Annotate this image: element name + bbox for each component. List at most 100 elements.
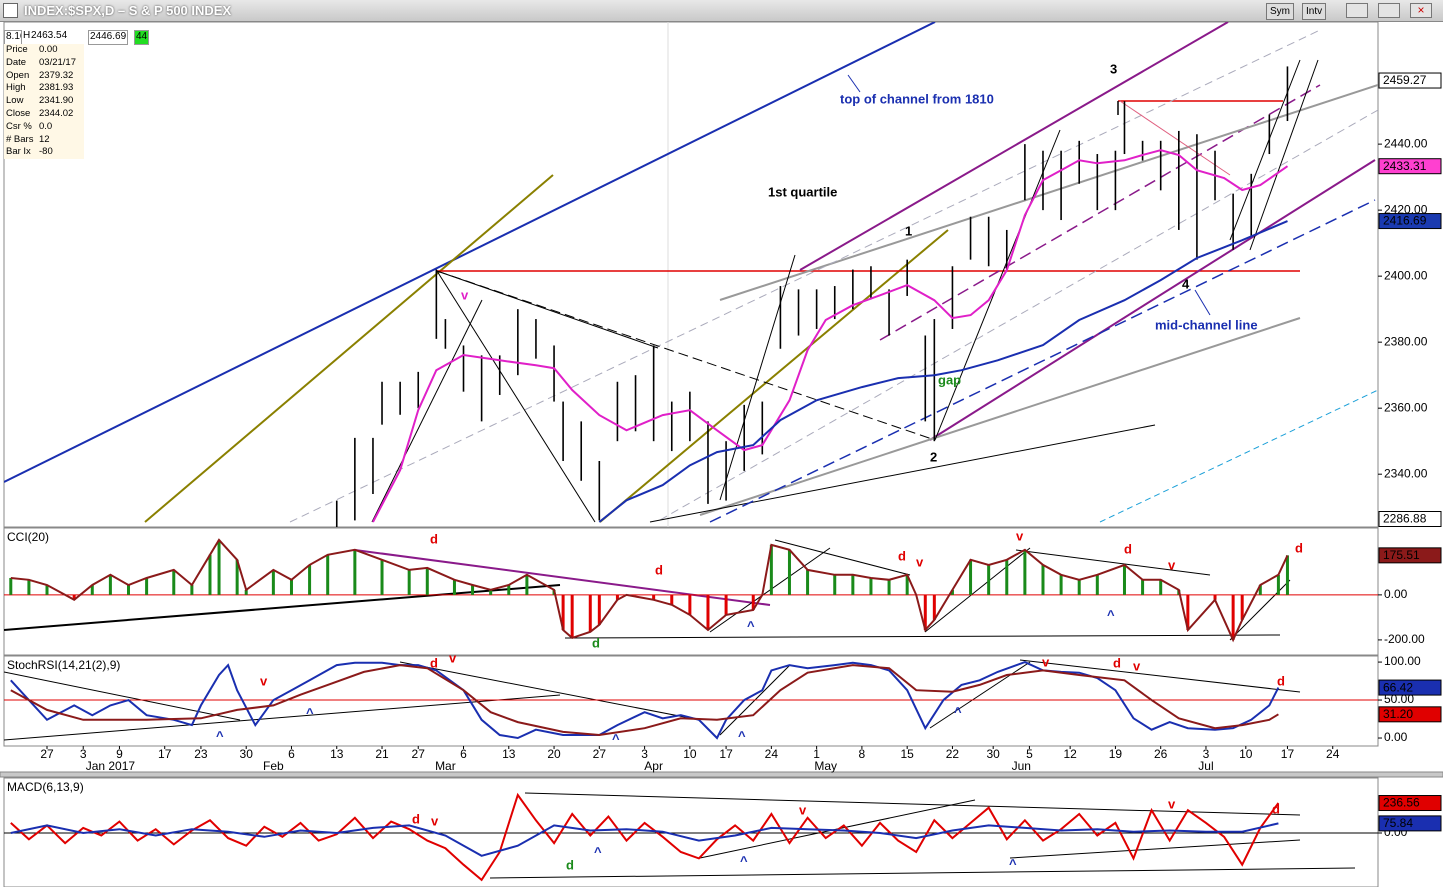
axis-value-label: 175.51: [1383, 548, 1420, 562]
info-value: 12: [39, 133, 50, 145]
cci-bar: [987, 564, 991, 595]
annotation: ^: [612, 731, 620, 746]
x-tick-label: 5: [1026, 747, 1033, 761]
annotation: 2: [930, 449, 937, 464]
axis-value-label: 66.42: [1383, 680, 1413, 694]
x-tick-label: 13: [330, 747, 344, 761]
cci-bar: [452, 579, 456, 595]
intv-button[interactable]: Intv: [1302, 3, 1327, 20]
x-tick-label: 21: [375, 747, 389, 761]
x-tick-label: 30: [240, 747, 254, 761]
annotation: v: [1168, 557, 1176, 572]
annotation: d: [898, 548, 906, 563]
annotation: top of channel from 1810: [840, 91, 994, 106]
x-tick-label: 6: [288, 747, 295, 761]
annotation: ^: [306, 705, 314, 720]
annotation: ^: [594, 844, 602, 859]
app-icon: [3, 3, 18, 18]
info-row: Open 2379.32: [6, 70, 84, 83]
cci-bar: [9, 577, 13, 595]
cci-bar: [126, 584, 130, 595]
cci-bar: [1213, 594, 1217, 600]
x-tick-label: 17: [719, 747, 733, 761]
info-label: High: [6, 82, 26, 94]
y-tick-label: 2340.00: [1384, 466, 1428, 480]
cci-bar: [597, 594, 601, 625]
series-line: [10, 792, 1280, 882]
annotation: v: [1016, 528, 1024, 543]
y-tick-label: -200.00: [1384, 632, 1425, 646]
info-row: Low 2341.90: [6, 95, 84, 108]
axis-value-label: 2286.88: [1383, 512, 1427, 526]
annotation: d: [566, 857, 574, 872]
y-tick-label: 2360.00: [1384, 400, 1428, 414]
series-line: [372, 149, 1289, 523]
y-tick-label: 50.00: [1384, 692, 1414, 706]
info-label: # Bars: [6, 133, 34, 145]
x-tick-label: 3: [80, 747, 87, 761]
cci-bar: [380, 559, 384, 595]
annotation: 4: [1182, 276, 1190, 291]
month-label: Apr: [644, 759, 663, 773]
y-tick-label: 100.00: [1384, 654, 1421, 668]
annotation: ^: [747, 618, 755, 633]
annotation: d: [1277, 673, 1285, 688]
x-tick-label: 3: [1203, 747, 1210, 761]
cci-bar: [1186, 594, 1190, 631]
month-label: Jan 2017: [86, 759, 136, 773]
info-header: 2463.54: [31, 30, 68, 41]
cci-bar: [27, 579, 31, 595]
cci-bar: [1095, 574, 1099, 595]
cci-bar: [869, 577, 873, 595]
month-label: Jun: [1012, 759, 1031, 773]
info-row: # Bars 12: [6, 134, 84, 147]
sym-button[interactable]: Sym: [1266, 3, 1294, 20]
x-tick-label: 20: [547, 747, 561, 761]
annotation: d: [430, 531, 438, 546]
x-tick-label: 26: [1154, 747, 1168, 761]
maximize-button[interactable]: [1378, 3, 1400, 18]
annotation: d: [430, 655, 438, 670]
x-tick-label: 10: [1239, 747, 1253, 761]
x-tick-label: 13: [502, 747, 516, 761]
axis-value-box: [1378, 547, 1442, 564]
annotation: ^: [1107, 607, 1115, 622]
info-label: Bar Ix: [6, 146, 31, 158]
info-row: Close 2344.02: [6, 108, 84, 121]
minimize-button[interactable]: [1346, 3, 1368, 18]
info-label: Close: [6, 107, 31, 119]
cci-bar: [407, 569, 411, 595]
axis-value-label: 31.20: [1383, 707, 1413, 721]
info-header: 8.16: [4, 30, 22, 45]
cci-bar: [851, 574, 855, 595]
cci-bar: [208, 554, 212, 595]
annotation: ^: [740, 853, 748, 868]
cci-bar: [1005, 559, 1009, 595]
info-header: H: [23, 30, 31, 41]
cci-bar: [1122, 564, 1126, 595]
x-tick-label: 19: [1109, 747, 1123, 761]
close-button[interactable]: ×: [1410, 3, 1432, 18]
annotation: d: [655, 562, 663, 577]
annotation: v: [461, 287, 469, 302]
cci-bar: [1023, 549, 1027, 595]
axis-value-box: [1378, 213, 1442, 230]
cci-bar: [308, 564, 312, 595]
info-row: Bar Ix -80: [6, 146, 84, 159]
cci-bar: [724, 594, 728, 615]
month-label: Mar: [435, 759, 456, 773]
cci-bar: [923, 594, 927, 631]
x-tick-label: 8: [859, 747, 866, 761]
info-value: 2344.02: [39, 107, 74, 119]
cci-bar: [90, 584, 94, 595]
x-tick-label: 27: [593, 747, 607, 761]
cci-bar: [471, 584, 475, 595]
cci-bar: [969, 559, 973, 595]
axis-value-label: 2433.31: [1383, 159, 1427, 173]
annotation: mid-channel line: [1155, 317, 1258, 332]
info-value: 0.0: [39, 120, 53, 132]
cci-bar: [1258, 584, 1262, 595]
x-tick-label: 15: [900, 747, 914, 761]
info-value: 03/21/17: [39, 56, 76, 68]
cci-bar: [887, 579, 891, 595]
